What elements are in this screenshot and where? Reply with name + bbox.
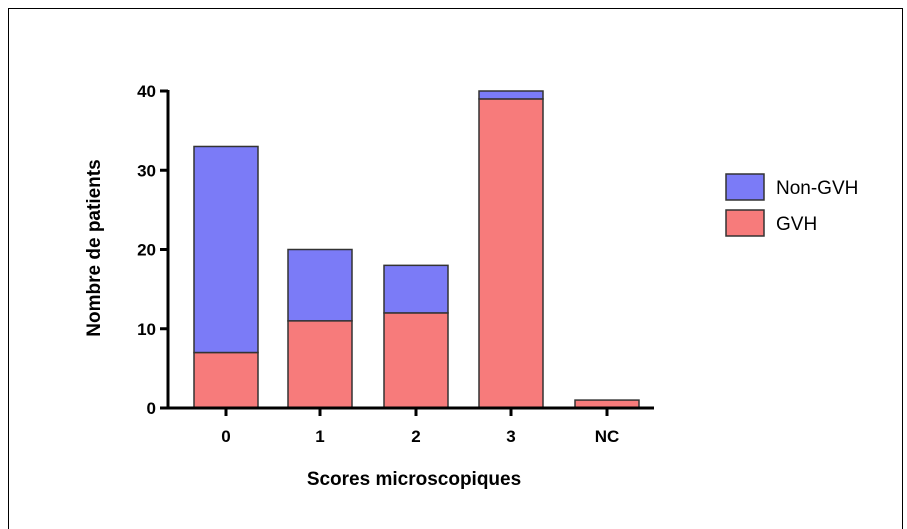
bar-non-gvh-1 (287, 248, 353, 322)
legend-label-gvh: GVH (776, 214, 817, 235)
bars-layer (193, 90, 640, 409)
legend: Non-GVH GVH (725, 173, 858, 237)
x-tick-label-1: 1 (315, 427, 324, 446)
bar-non-gvh-2 (383, 264, 449, 314)
x-tick-label-nc: NC (595, 427, 620, 446)
y-tick-label-0: 0 (147, 399, 156, 418)
x-tick-label-3: 3 (506, 427, 515, 446)
axes-layer: 0 10 20 30 40 0 1 2 3 NC (137, 82, 654, 446)
bar-non-gvh-0 (193, 145, 259, 354)
bar-gvh-0 (193, 351, 259, 409)
chart-frame (8, 8, 903, 529)
y-axis-title: Nombre de patients (84, 159, 105, 336)
legend-label-non-gvh: Non-GVH (776, 178, 858, 199)
legend-swatch-non-gvh (725, 173, 765, 201)
y-tick-label-30: 30 (137, 161, 156, 180)
bar-gvh-2 (383, 312, 449, 409)
y-tick-label-20: 20 (137, 241, 156, 260)
x-tick-label-0: 0 (221, 427, 230, 446)
x-axis-title: Scores microscopiques (307, 469, 521, 490)
bar-gvh-3 (478, 98, 544, 409)
y-tick-label-10: 10 (137, 320, 156, 339)
legend-swatch-gvh (725, 209, 765, 237)
y-tick-label-40: 40 (137, 82, 156, 101)
bar-non-gvh-3 (478, 90, 544, 100)
bar-gvh-1 (287, 320, 353, 409)
x-tick-label-2: 2 (411, 427, 420, 446)
